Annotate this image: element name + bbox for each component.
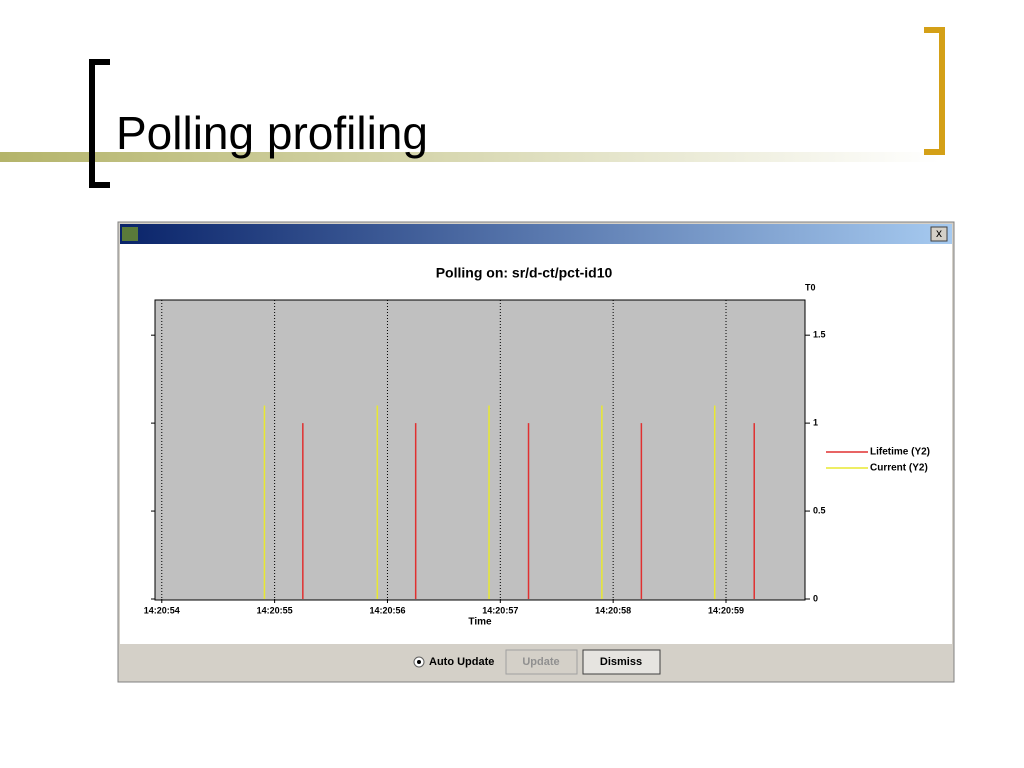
close-button[interactable] [930,226,948,242]
radio-dot [417,660,421,664]
x-axis-label: Time [468,617,492,628]
auto-update-label[interactable]: Auto Update [429,656,494,668]
legend-label: Lifetime (Y2) [870,447,930,458]
x-tick-label: 14:20:55 [257,605,293,615]
chart-title: Polling on: sr/d-ct/pct-id10 [436,265,613,281]
close-label[interactable]: x [936,226,942,240]
y2-tick-label: 0.5 [813,505,826,515]
x-tick-label: 14:20:57 [482,605,518,615]
right-bracket [924,27,945,155]
dismiss-button[interactable] [582,649,661,675]
x-tick-label: 14:20:54 [144,605,180,615]
y2-axis-label: T0 [805,282,816,292]
dismiss-label[interactable]: Dismiss [600,656,642,668]
legend-label: Current (Y2) [870,463,928,474]
y2-tick-label: 1 [813,417,818,427]
left-bracket [89,59,110,188]
accent-bar [0,152,940,162]
title-bar [120,224,952,244]
update-button[interactable] [505,649,578,675]
update-label[interactable]: Update [522,656,559,668]
x-tick-label: 14:20:58 [595,605,631,615]
window-icon [122,227,138,241]
x-tick-label: 14:20:56 [369,605,405,615]
x-tick-label: 14:20:59 [708,605,744,615]
plot-area [154,299,806,601]
y2-tick-label: 1.5 [813,330,826,340]
slide-title: Polling profiling [116,107,428,159]
y2-tick-label: 0 [813,593,818,603]
